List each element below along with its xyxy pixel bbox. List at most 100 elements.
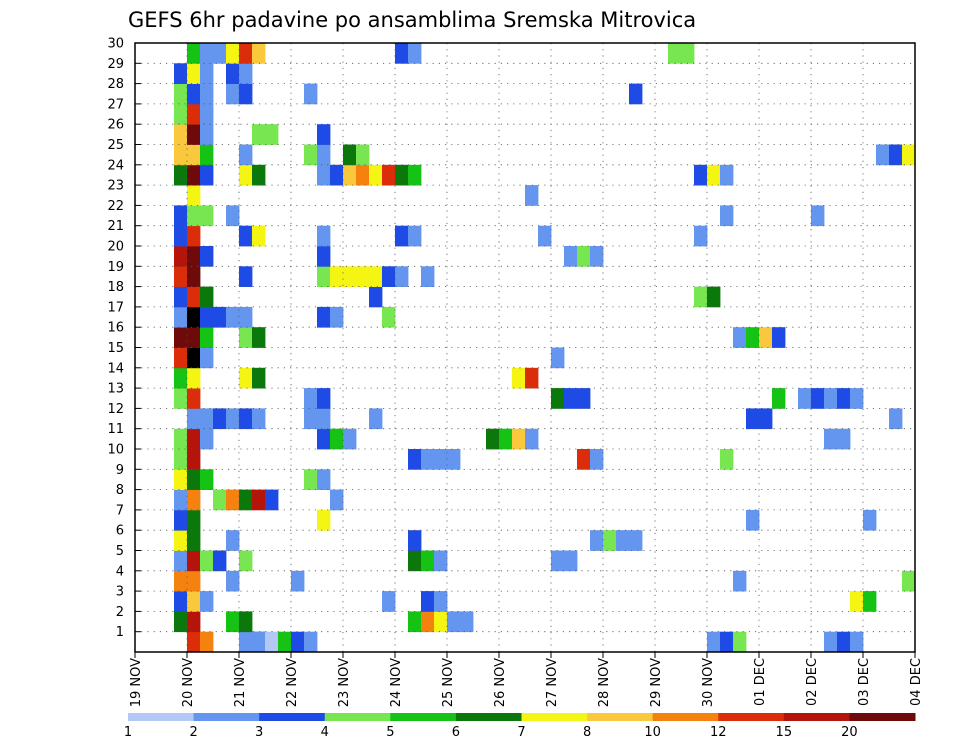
- heatmap-cell: [408, 225, 422, 247]
- heatmap-cell: [200, 144, 214, 166]
- x-tick-label: 26 NOV: [493, 658, 508, 707]
- heatmap-cell: [174, 489, 188, 511]
- heatmap-cell: [460, 611, 474, 633]
- chart-title: GEFS 6hr padavine po ansamblima Sremska …: [128, 8, 696, 32]
- heatmap-cell: [629, 83, 643, 105]
- colorbar-label: 8: [583, 725, 591, 740]
- heatmap-cell: [707, 631, 721, 653]
- heatmap-cell: [902, 570, 916, 592]
- y-tick-label: 9: [116, 463, 124, 478]
- heatmap-cell: [187, 124, 201, 145]
- heatmap-cell: [239, 611, 253, 633]
- x-tick-label: 25 NOV: [441, 658, 456, 707]
- heatmap-cell: [187, 103, 201, 125]
- heatmap-cell: [434, 611, 448, 633]
- y-tick-label: 13: [107, 382, 124, 397]
- heatmap-cell: [525, 367, 539, 389]
- y-tick-label: 5: [116, 544, 124, 559]
- heatmap-cell: [369, 408, 383, 430]
- heatmap-cell: [317, 164, 331, 186]
- heatmap-cell: [174, 144, 188, 166]
- heatmap-cell: [174, 550, 188, 572]
- y-tick-label: 25: [107, 138, 124, 153]
- heatmap-cell: [187, 388, 201, 409]
- heatmap-cell: [811, 388, 825, 409]
- heatmap-cell: [174, 388, 188, 409]
- heatmap-cell: [187, 164, 201, 186]
- colorbar-swatch: [455, 713, 522, 721]
- y-tick-label: 14: [107, 361, 124, 376]
- heatmap-cell: [174, 347, 188, 369]
- heatmap-cell: [317, 306, 331, 328]
- y-tick-label: 29: [107, 57, 124, 72]
- heatmap-cell: [226, 530, 240, 551]
- y-tick-label: 27: [107, 97, 124, 112]
- heatmap-cell: [538, 225, 552, 247]
- grid-lines: [135, 43, 915, 652]
- heatmap-cell: [239, 306, 253, 328]
- heatmap-cell: [577, 449, 591, 470]
- heatmap-cell: [317, 124, 331, 145]
- heatmap-cell: [200, 164, 214, 186]
- heatmap-cell: [187, 185, 201, 206]
- heatmap-cell: [174, 509, 188, 531]
- heatmap-cell: [239, 63, 253, 84]
- colorbar-swatch: [783, 713, 850, 721]
- heatmap-cell: [187, 408, 201, 430]
- colorbar-label: 6: [452, 725, 460, 740]
- heatmap-cell: [252, 408, 266, 430]
- heatmap-cell: [720, 631, 734, 653]
- heatmap-cell: [226, 408, 240, 430]
- heatmap-cell: [187, 550, 201, 572]
- x-tick-label: 28 NOV: [597, 658, 612, 707]
- heatmap-cell: [395, 43, 409, 64]
- colorbar-swatch: [652, 713, 719, 721]
- heatmap-cell: [239, 327, 253, 348]
- y-tick-label: 2: [116, 605, 124, 620]
- heatmap-cell: [187, 306, 201, 328]
- heatmap-cell: [447, 611, 461, 633]
- heatmap-cell: [213, 408, 227, 430]
- heatmap-cell: [174, 266, 188, 287]
- heatmap-cell: [252, 327, 266, 348]
- x-tick-label: 21 NOV: [233, 658, 248, 707]
- heatmap-cell: [720, 164, 734, 186]
- heatmap-cell: [330, 164, 344, 186]
- heatmap-cell: [499, 428, 513, 450]
- heatmap-cell: [382, 591, 396, 612]
- heatmap-cell: [434, 449, 448, 470]
- heatmap-cell: [291, 570, 305, 592]
- heatmap-cell: [395, 164, 409, 186]
- heatmap-cell: [200, 286, 214, 308]
- heatmap-cell: [746, 327, 760, 348]
- y-tick-label: 3: [116, 585, 124, 600]
- heatmap-cell: [343, 266, 357, 287]
- heatmap-cell: [213, 489, 227, 511]
- heatmap-cell: [200, 83, 214, 105]
- heatmap-cell: [174, 103, 188, 125]
- heatmap-cell: [798, 388, 812, 409]
- heatmap-cell: [603, 530, 617, 551]
- heatmap-cell: [239, 83, 253, 105]
- y-tick-label: 28: [107, 77, 124, 92]
- heatmap-cell: [252, 124, 266, 145]
- colorbar-label: 5: [386, 725, 394, 740]
- heatmap-cell: [356, 266, 370, 287]
- heatmap-cell: [226, 306, 240, 328]
- heatmap-cell: [369, 266, 383, 287]
- heatmap-cell: [200, 347, 214, 369]
- heatmap-cell: [239, 367, 253, 389]
- heatmap-cell: [850, 631, 864, 653]
- heatmap-cell: [174, 225, 188, 247]
- heatmap-cell: [317, 266, 331, 287]
- x-tick-label: 03 DEC: [857, 658, 872, 706]
- colorbar-swatch: [324, 713, 391, 721]
- heatmap-cell: [616, 530, 630, 551]
- heatmap-cell: [200, 63, 214, 84]
- x-tick-label: 24 NOV: [389, 658, 404, 707]
- heatmap-cell: [694, 225, 708, 247]
- heatmap-cell: [304, 144, 318, 166]
- heatmap-cell: [226, 489, 240, 511]
- y-tick-label: 19: [107, 260, 124, 275]
- heatmap-cell: [564, 246, 578, 267]
